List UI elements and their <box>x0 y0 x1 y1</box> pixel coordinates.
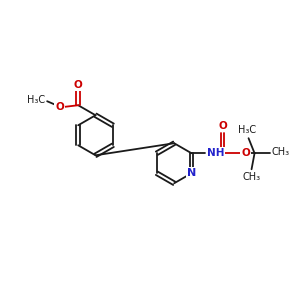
Text: O: O <box>74 80 82 90</box>
Text: N: N <box>187 168 196 178</box>
Text: CH₃: CH₃ <box>272 147 290 157</box>
Text: H₃C: H₃C <box>27 95 45 105</box>
Text: H₃C: H₃C <box>238 125 256 135</box>
Text: O: O <box>218 121 227 131</box>
Text: NH: NH <box>207 148 224 158</box>
Text: O: O <box>55 102 64 112</box>
Text: O: O <box>241 148 250 158</box>
Text: CH₃: CH₃ <box>242 172 261 182</box>
